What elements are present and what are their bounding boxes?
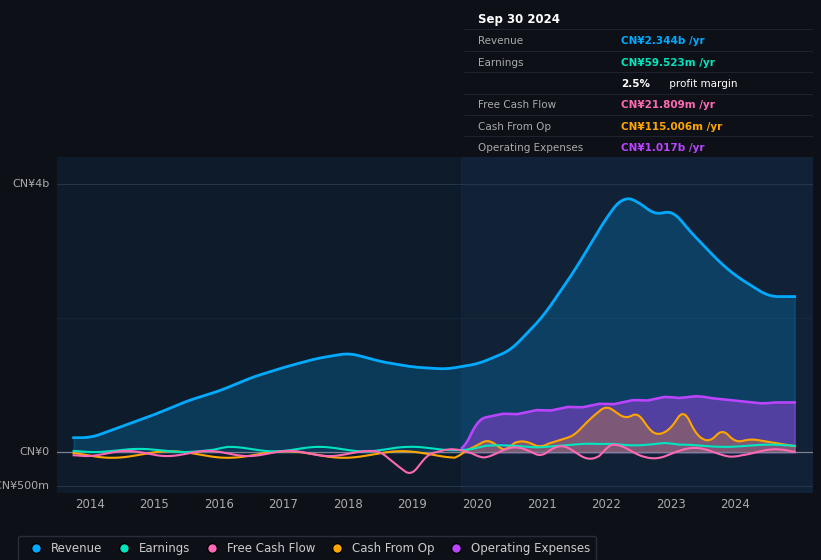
Bar xyxy=(461,157,813,493)
Legend: Revenue, Earnings, Free Cash Flow, Cash From Op, Operating Expenses: Revenue, Earnings, Free Cash Flow, Cash … xyxy=(18,536,596,560)
Text: Operating Expenses: Operating Expenses xyxy=(478,143,583,153)
Text: profit margin: profit margin xyxy=(667,79,738,89)
Text: -CN¥500m: -CN¥500m xyxy=(0,481,50,491)
Text: CN¥2.344b /yr: CN¥2.344b /yr xyxy=(621,36,704,46)
Text: CN¥4b: CN¥4b xyxy=(12,179,50,189)
Text: CN¥1.017b /yr: CN¥1.017b /yr xyxy=(621,143,704,153)
Text: 2.5%: 2.5% xyxy=(621,79,650,89)
Text: Revenue: Revenue xyxy=(478,36,523,46)
Text: Free Cash Flow: Free Cash Flow xyxy=(478,100,556,110)
Text: Sep 30 2024: Sep 30 2024 xyxy=(478,13,560,26)
Text: CN¥115.006m /yr: CN¥115.006m /yr xyxy=(621,122,722,132)
Text: Earnings: Earnings xyxy=(478,58,523,68)
Text: Cash From Op: Cash From Op xyxy=(478,122,551,132)
Text: CN¥21.809m /yr: CN¥21.809m /yr xyxy=(621,100,715,110)
Text: CN¥0: CN¥0 xyxy=(20,447,50,458)
Text: CN¥59.523m /yr: CN¥59.523m /yr xyxy=(621,58,715,68)
